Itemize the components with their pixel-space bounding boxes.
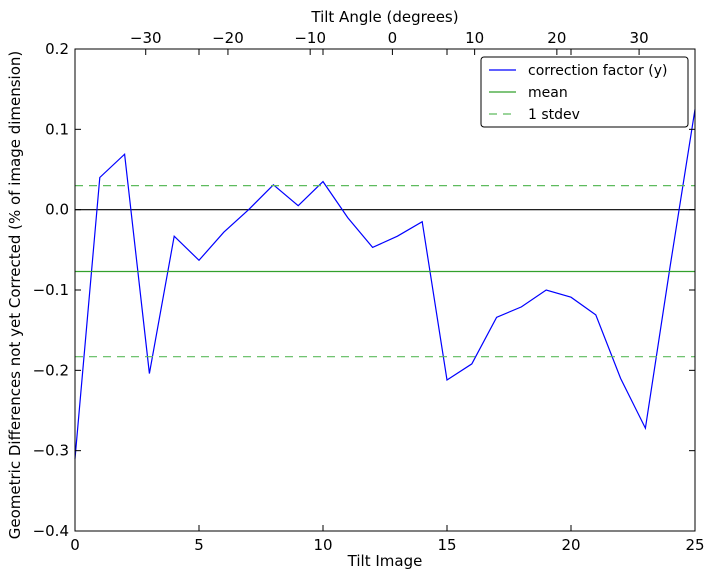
top-tick-label: −10 <box>294 29 326 47</box>
top-tick-label: −30 <box>130 29 162 47</box>
top-axis-label: Tilt Angle (degrees) <box>310 8 458 26</box>
x-tick-label: 15 <box>437 536 456 554</box>
axis-ticks: 0 5 10 15 20 25 −0.4 −0.3 −0.2 −0.1 0.0 0.1 0.2 −30 −2… <box>33 29 705 554</box>
x-tick-label: 25 <box>685 536 704 554</box>
y-tick-label: −0.4 <box>33 522 69 540</box>
x-tick-label: 5 <box>194 536 204 554</box>
top-tick-label: 10 <box>465 29 484 47</box>
legend-label-correction-factor: correction factor (y) <box>528 63 667 79</box>
y-tick-label: −0.3 <box>33 442 69 460</box>
y-tick-label: 0.0 <box>45 201 69 219</box>
legend-label-mean: mean <box>528 85 568 101</box>
top-tick-label: 0 <box>388 29 398 47</box>
legend: correction factor (y) mean 1 stdev <box>480 56 689 128</box>
legend-box <box>480 56 689 128</box>
y-axis-label: Geometric Differences not yet Corrected … <box>6 51 24 540</box>
x-tick-label: 20 <box>561 536 580 554</box>
x-axis-label: Tilt Image <box>347 552 423 570</box>
top-tick-label: −20 <box>212 29 244 47</box>
legend-label-stdev: 1 stdev <box>528 107 580 123</box>
y-tick-label: −0.2 <box>33 361 69 379</box>
series-line-correction-factor-y <box>74 109 696 459</box>
series-lines <box>74 109 696 459</box>
x-tick-label: 0 <box>70 536 80 554</box>
x-tick-label: 10 <box>313 536 332 554</box>
y-tick-label: 0.1 <box>45 120 69 138</box>
top-tick-label: 20 <box>547 29 566 47</box>
y-tick-label: 0.2 <box>45 40 69 58</box>
y-tick-label: −0.1 <box>33 281 69 299</box>
top-tick-label: 30 <box>630 29 649 47</box>
